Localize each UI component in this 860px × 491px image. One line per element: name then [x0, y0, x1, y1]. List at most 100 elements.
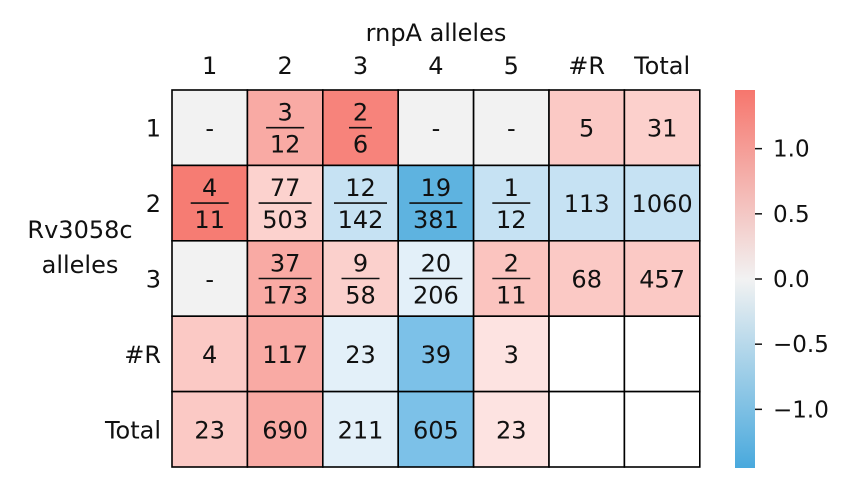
cell-numerator: 37 — [270, 250, 301, 278]
heatmap-cell: 23 — [171, 390, 249, 468]
heatmap-cell: 211 — [321, 390, 399, 468]
cell-denominator: 503 — [262, 206, 308, 234]
cell-rect — [397, 390, 475, 468]
left-axis-label-line1: Rv3058c — [27, 216, 132, 244]
heatmap-cell: - — [397, 89, 475, 167]
cell-value: 4 — [202, 341, 217, 369]
left-axis-label-line2: alleles — [42, 251, 119, 279]
colorbar-tick-label: 1.0 — [773, 137, 810, 163]
cell-rect — [623, 315, 701, 393]
heatmap-cell: - — [171, 89, 249, 167]
heatmap-cell: 39 — [397, 315, 475, 393]
heatmap-cell: 23 — [472, 390, 550, 468]
cell-rect — [171, 240, 249, 318]
cell-denominator: 58 — [345, 282, 376, 310]
heatmap-cell: 5 — [548, 89, 626, 167]
cell-value: 457 — [639, 266, 685, 294]
cell-rect — [246, 315, 324, 393]
cell-rect — [171, 315, 249, 393]
heatmap-cell: 958 — [321, 240, 399, 318]
cell-rect — [548, 315, 626, 393]
cell-numerator: 9 — [353, 250, 368, 278]
cell-denominator: 12 — [270, 131, 301, 159]
cell-value: 23 — [194, 416, 225, 444]
heatmap-cell: 26 — [321, 89, 399, 167]
heatmap-cell: 68 — [548, 240, 626, 318]
row-label: Total — [104, 416, 161, 444]
heatmap-cell: 411 — [171, 164, 249, 242]
heatmap-cell — [548, 390, 626, 468]
cell-value: 605 — [413, 416, 459, 444]
heatmap-cell: 117 — [246, 315, 324, 393]
heatmap-cell: 211 — [472, 240, 550, 318]
heatmap-cell: 112 — [472, 164, 550, 242]
row-labels: 1 2 3 #R Total — [104, 115, 161, 445]
heatmap-cell: 113 — [548, 164, 626, 242]
top-axis-label: rnpA alleles — [366, 19, 507, 47]
row-label: #R — [124, 341, 161, 369]
column-label: 2 — [277, 52, 292, 80]
cell-rect — [623, 164, 701, 242]
heatmap-cell: 4 — [171, 315, 249, 393]
cell-value: 690 — [262, 416, 308, 444]
column-label: Total — [633, 52, 690, 80]
heatmap-cell: 312 — [246, 89, 324, 167]
column-label: #R — [568, 52, 605, 80]
colorbar: 1.0 0.5 0.0 −0.5 −1.0 — [735, 90, 829, 468]
cell-rect — [321, 390, 399, 468]
cell-rect — [548, 164, 626, 242]
cell-denominator: 173 — [262, 282, 308, 310]
cell-value: 23 — [496, 416, 527, 444]
heatmap-cell — [548, 315, 626, 393]
heatmap-cell: 23 — [321, 315, 399, 393]
cell-numerator: 2 — [504, 250, 519, 278]
cell-denominator: 12 — [496, 206, 527, 234]
cell-numerator: 2 — [353, 99, 368, 127]
cell-rect — [171, 89, 249, 167]
column-label: 5 — [504, 52, 519, 80]
colorbar-ticks: 1.0 0.5 0.0 −0.5 −1.0 — [755, 137, 829, 423]
cell-numerator: 12 — [345, 174, 376, 202]
cell-value: - — [205, 115, 214, 143]
column-label: 1 — [202, 52, 217, 80]
cell-value: 31 — [647, 115, 678, 143]
cell-value: - — [205, 266, 214, 294]
column-label: 4 — [428, 52, 443, 80]
heatmap-cell: 690 — [246, 390, 324, 468]
row-label: 2 — [146, 190, 161, 218]
cell-denominator: 11 — [194, 206, 225, 234]
cell-denominator: 6 — [353, 131, 368, 159]
cell-value: 117 — [262, 341, 308, 369]
cell-rect — [548, 240, 626, 318]
heatmap-cell — [623, 315, 701, 393]
heatmap-cell — [623, 390, 701, 468]
cell-rect — [623, 240, 701, 318]
cell-rect — [548, 390, 626, 468]
cell-numerator: 4 — [202, 174, 217, 202]
cell-value: 5 — [579, 115, 594, 143]
cell-rect — [472, 164, 550, 242]
heatmap-cell: 31 — [623, 89, 701, 167]
heatmap-cell: 457 — [623, 240, 701, 318]
heatmap-cell: 3 — [472, 315, 550, 393]
cell-rect — [472, 390, 550, 468]
cell-value: - — [432, 115, 441, 143]
heatmap-cell: 605 — [397, 390, 475, 468]
row-label: 1 — [146, 115, 161, 143]
cell-value: - — [507, 115, 516, 143]
cell-rect — [623, 390, 701, 468]
cell-value: 23 — [345, 341, 376, 369]
row-label: 3 — [146, 266, 161, 294]
cell-value: 39 — [421, 341, 452, 369]
column-label: 3 — [353, 52, 368, 80]
cell-denominator: 142 — [338, 206, 384, 234]
cell-rect — [548, 89, 626, 167]
cell-rect — [171, 390, 249, 468]
